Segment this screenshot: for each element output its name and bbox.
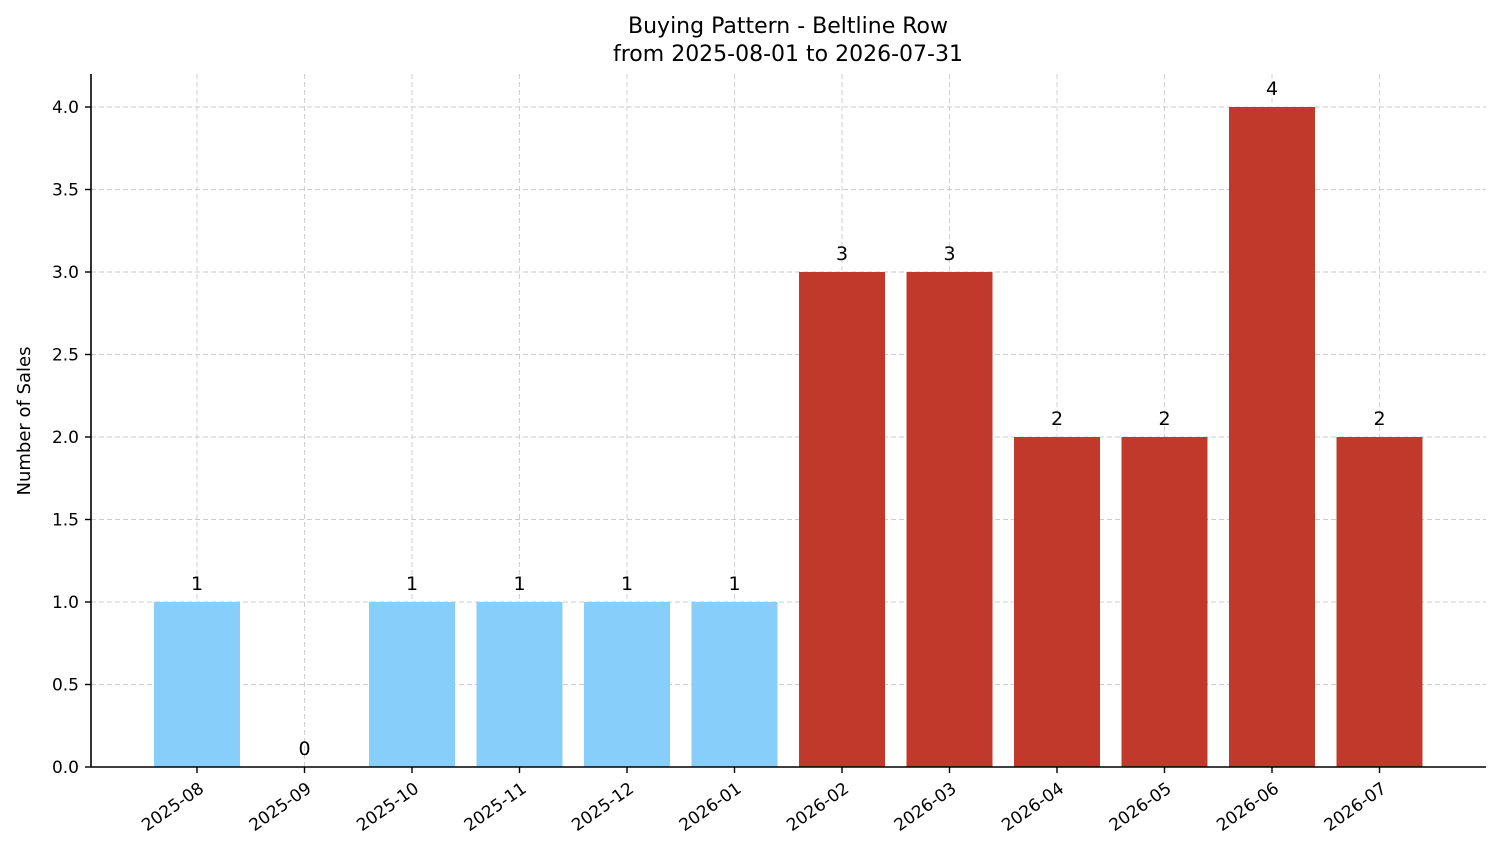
y-tick-label: 2.0 (52, 428, 79, 448)
bar-value-label: 2 (1373, 408, 1385, 430)
x-tick-label: 2026-03 (891, 779, 961, 836)
bars: 1 0 1 1 1 1 3 3 2 2 4 2 (154, 78, 1423, 767)
bar-value-label: 1 (513, 573, 525, 595)
bar-value-label: 1 (621, 573, 633, 595)
bar-value-label: 2 (1158, 408, 1170, 430)
bar (1229, 107, 1315, 767)
chart-subtitle: from 2025-08-01 to 2026-07-31 (613, 42, 963, 67)
bar-value-label: 4 (1266, 78, 1278, 100)
y-tick-label: 0.5 (52, 676, 79, 696)
bar (1336, 437, 1423, 767)
y-tick-label: 1.5 (52, 511, 79, 531)
bar (691, 602, 778, 767)
y-tick-label: 1.0 (52, 593, 79, 613)
x-tick-label: 2026-05 (1106, 779, 1176, 836)
x-tick-label: 2025-10 (353, 779, 423, 836)
bar-value-label: 3 (836, 243, 848, 265)
x-tick-label: 2026-04 (998, 779, 1068, 836)
bar-value-label: 3 (943, 243, 955, 265)
bar-value-label: 1 (191, 573, 203, 595)
bar (906, 272, 993, 767)
y-tick-label: 3.5 (52, 181, 79, 201)
bar (1014, 437, 1100, 767)
bar-value-label: 0 (298, 738, 310, 760)
bar-value-label: 1 (406, 573, 418, 595)
bar (584, 602, 670, 767)
y-tick-label: 0.0 (52, 758, 79, 778)
labels: Buying Pattern - Beltline Row from 2025-… (14, 14, 963, 496)
x-tick-label: 2025-11 (461, 779, 531, 836)
bar-value-label: 2 (1051, 408, 1063, 430)
x-tick-label: 2025-12 (568, 779, 638, 836)
x-tick-label: 2026-02 (783, 779, 853, 836)
bar (799, 272, 885, 767)
y-tick-label: 3.0 (52, 263, 79, 283)
bar-value-label: 1 (728, 573, 740, 595)
bar (476, 602, 563, 767)
x-tick-label: 2026-06 (1213, 779, 1283, 836)
y-tick-label: 2.5 (52, 346, 79, 366)
x-tick-label: 2026-07 (1321, 779, 1391, 836)
chart-title: Buying Pattern - Beltline Row (628, 14, 948, 39)
y-axis-label: Number of Sales (14, 346, 35, 495)
bar (154, 602, 240, 767)
x-tick-label: 2026-01 (676, 779, 746, 836)
x-tick-label: 2025-09 (246, 779, 316, 836)
bar (369, 602, 455, 767)
x-tick-label: 2025-08 (138, 779, 208, 836)
bar (1121, 437, 1208, 767)
y-tick-label: 4.0 (52, 98, 79, 118)
